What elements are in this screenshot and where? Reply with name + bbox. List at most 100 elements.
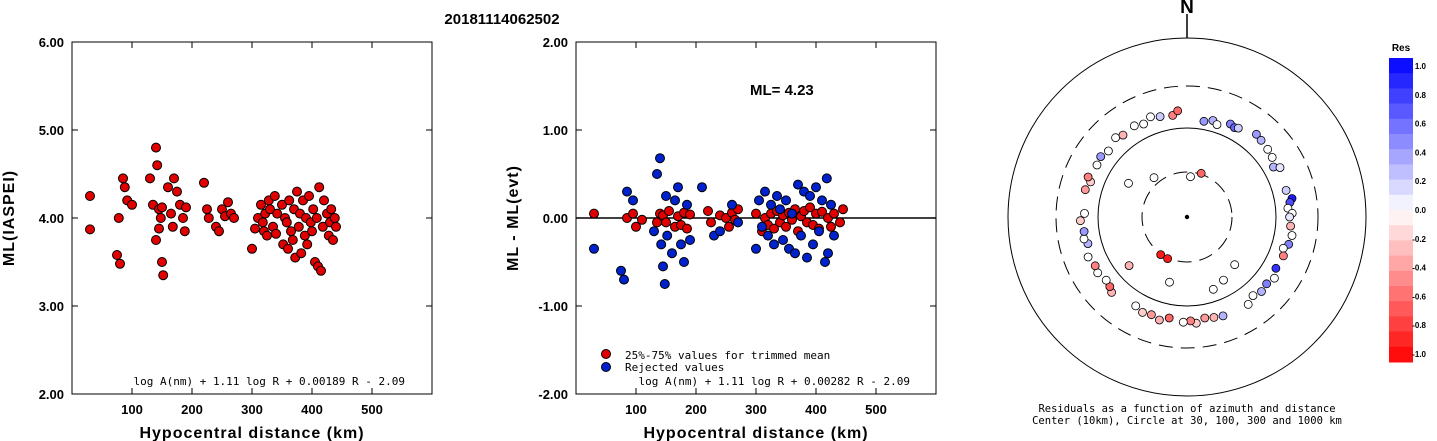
data-point-blue [622,186,632,197]
legend-label-rejected: Rejected values [625,361,724,374]
y-tick-label: -2.00 [538,387,568,402]
azimuth-residual-map: N Residuals as a function of azimuth and… [1007,0,1367,427]
data-point-blue [676,239,686,250]
x-tick-label: 300 [745,402,767,417]
x-tick-labels: 100 200 300 400 500 [625,42,887,417]
ml-annotation: ML= 4.23 [750,82,814,99]
colorbar-swatch [1389,210,1413,226]
colorbar-swatch [1389,286,1413,302]
data-point-blue [757,221,767,232]
station-point [1149,173,1159,183]
data-point-red [319,195,329,206]
data-point-red [326,204,337,215]
data-point-red [751,208,761,219]
data-point-red [172,186,182,197]
data-point-red [826,221,836,232]
y-tick-label: 2.00 [39,387,64,402]
station-point [1129,121,1139,131]
data-point-red [199,177,209,188]
station-point [1178,317,1188,327]
station-point [1155,315,1164,325]
data-point-blue [763,230,773,241]
data-point-red [296,248,307,259]
data-point-red [317,221,328,232]
station-point [1083,252,1093,262]
ml-residual-chart: -2.00 -1.00 0.00 1.00 2.00 100 200 300 400 500 H… [505,35,937,441]
colorbar-tick-label: -0.2 [1412,235,1426,244]
event-title: 20181114062502 [444,11,559,28]
station-point [1233,123,1243,133]
colorbar-swatches [1389,58,1413,363]
data-point-red [589,208,599,219]
data-point-red [724,221,734,232]
data-point-red [272,208,283,219]
colorbar-swatch [1389,73,1413,89]
station-point [1271,263,1281,273]
data-point-red [829,208,839,219]
data-point-blue [808,239,818,250]
caption-line-1: Residuals as a function of azimuth and d… [1038,403,1335,415]
data-point-red [284,195,295,206]
y-tick-label: 0.00 [543,211,568,226]
colorbar-swatch [1389,88,1413,105]
ring-1000km [1007,37,1367,397]
colorbar-swatch [1389,179,1413,196]
data-points [589,153,848,289]
station-point [1278,243,1288,253]
colorbar-tick-label: 0.6 [1415,120,1427,129]
station-point [1285,212,1294,222]
data-point-red [314,182,325,193]
data-point-red [302,239,313,250]
data-point-blue [820,257,830,267]
data-point-blue [781,195,791,206]
station-point [1101,275,1111,285]
colorbar-swatch [1389,225,1413,241]
data-point-blue [655,153,665,164]
data-point-red [287,235,298,245]
station-point [1124,178,1133,188]
y-axis-label: ML - ML(evt) [505,165,522,271]
colorbar-swatch [1389,149,1413,165]
colorbar-swatch [1389,103,1413,120]
data-point-blue [658,261,668,272]
data-point-red [637,214,647,225]
y-tick-label: 1.00 [543,123,568,138]
data-point-red [328,235,338,245]
data-point-blue [685,235,695,245]
station-point [1080,208,1089,218]
station-point [1230,260,1240,270]
y-tick-label: 3.00 [39,299,64,314]
y-tick-label: 5.00 [39,123,64,138]
station-point [1286,221,1295,231]
ml-iaspei-chart: 2.00 3.00 4.00 5.00 6.00 100 200 300 400 500 Hyp… [1,35,433,441]
ring-100km [1097,127,1277,307]
data-point-red [85,191,95,201]
data-point-red [269,191,280,201]
x-tick-label: 200 [181,402,203,417]
data-point-red [311,213,322,223]
data-point-blue [616,265,626,276]
data-point-red [118,173,128,184]
station-point [1104,146,1113,156]
station-point [1243,299,1253,309]
colorbar-tick-label: -0.4 [1412,264,1426,273]
data-point-red [157,202,167,213]
station-point [1270,273,1279,283]
colorbar-swatch [1389,194,1413,211]
north-label: N [1180,0,1194,18]
station-points [1076,106,1297,328]
data-point-blue [775,204,785,215]
colorbar-tick-label: 0.2 [1415,177,1427,186]
station-point [1156,250,1166,260]
data-point-red [151,235,161,245]
station-point [1279,251,1288,261]
data-point-red [281,217,292,228]
data-point-red [331,221,341,232]
station-point [1076,216,1085,226]
colorbar-tick-label: -0.6 [1412,292,1426,301]
station-point [1083,172,1093,182]
x-tick-label: 200 [685,402,707,417]
data-point-red [157,257,167,267]
station-point [1163,254,1172,264]
